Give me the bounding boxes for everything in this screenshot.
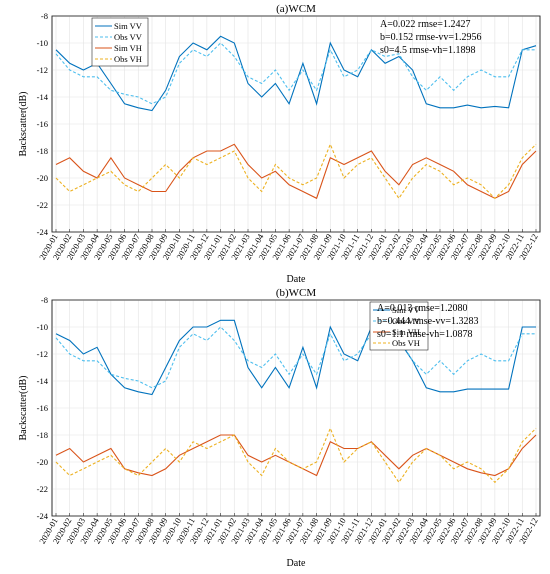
chart-title: (b)WCM bbox=[276, 287, 317, 299]
plot-frame bbox=[51, 299, 541, 517]
legend-label: Sim VV bbox=[114, 21, 143, 31]
annotation-text: s0=4.5 rmse-vh=1.1898 bbox=[380, 45, 475, 56]
y-tick-label: -16 bbox=[37, 119, 48, 129]
annotation-text: b=0.152 rmse-vv=1.2956 bbox=[380, 32, 482, 43]
legend-label: Obs VH bbox=[392, 338, 420, 348]
legend-label: Obs VV bbox=[392, 316, 421, 326]
series-line-sim-vh bbox=[55, 143, 537, 200]
y-tick-label: -12 bbox=[37, 349, 48, 359]
y-tick-label: -22 bbox=[37, 484, 48, 494]
y-tick-label: -8 bbox=[41, 11, 48, 21]
annotation-text: b=0.444 rmse-vv=1.3283 bbox=[377, 316, 479, 327]
y-tick-label: -10 bbox=[37, 322, 48, 332]
y-tick-label: -8 bbox=[41, 295, 48, 305]
chart-title: (a)WCM bbox=[276, 3, 316, 15]
y-tick-label: -18 bbox=[37, 146, 48, 156]
series-line-obs-vv bbox=[55, 42, 536, 105]
series-line-obs-vh bbox=[55, 142, 537, 200]
y-tick-label: -18 bbox=[37, 430, 48, 440]
legend-label: Sim VH bbox=[392, 327, 420, 337]
y-tick-label: -14 bbox=[37, 376, 49, 386]
legend-label: Sim VV bbox=[392, 305, 421, 315]
legend-label: Obs VH bbox=[114, 54, 142, 64]
annotation-text: s0=1.1 rmse-vh=1.0878 bbox=[377, 329, 472, 340]
y-axis-label: Backscatter(dB) bbox=[18, 92, 29, 157]
y-tick-label: -12 bbox=[37, 65, 48, 75]
x-axis-label: Date bbox=[287, 274, 306, 285]
chart-panel-1: -24-22-20-18-16-14-12-10-82020-012020-02… bbox=[18, 287, 541, 569]
plot-frame bbox=[51, 15, 541, 233]
annotation-text: A=0.013 rmse=1.2080 bbox=[377, 303, 467, 314]
y-axis-label: Backscatter(dB) bbox=[18, 376, 29, 441]
y-tick-label: -24 bbox=[37, 227, 49, 237]
y-tick-label: -24 bbox=[37, 511, 49, 521]
series-line-obs-vh bbox=[55, 426, 537, 484]
y-tick-label: -16 bbox=[37, 403, 48, 413]
y-tick-label: -22 bbox=[37, 200, 48, 210]
chart-panel-0: -24-22-20-18-16-14-12-10-82020-012020-02… bbox=[18, 3, 541, 285]
x-axis-label: Date bbox=[287, 558, 306, 569]
legend-label: Obs VV bbox=[114, 32, 143, 42]
legend-label: Sim VH bbox=[114, 43, 142, 53]
annotation-text: A=0.022 rmse=1.2427 bbox=[380, 19, 470, 30]
y-tick-label: -20 bbox=[37, 173, 48, 183]
series-line-sim-vv bbox=[55, 319, 536, 396]
series-line-sim-vh bbox=[55, 434, 537, 477]
y-tick-label: -10 bbox=[37, 38, 48, 48]
y-tick-label: -20 bbox=[37, 457, 48, 467]
series-line-obs-vv bbox=[55, 326, 536, 389]
y-tick-label: -14 bbox=[37, 92, 49, 102]
series-line-sim-vv bbox=[55, 35, 537, 112]
